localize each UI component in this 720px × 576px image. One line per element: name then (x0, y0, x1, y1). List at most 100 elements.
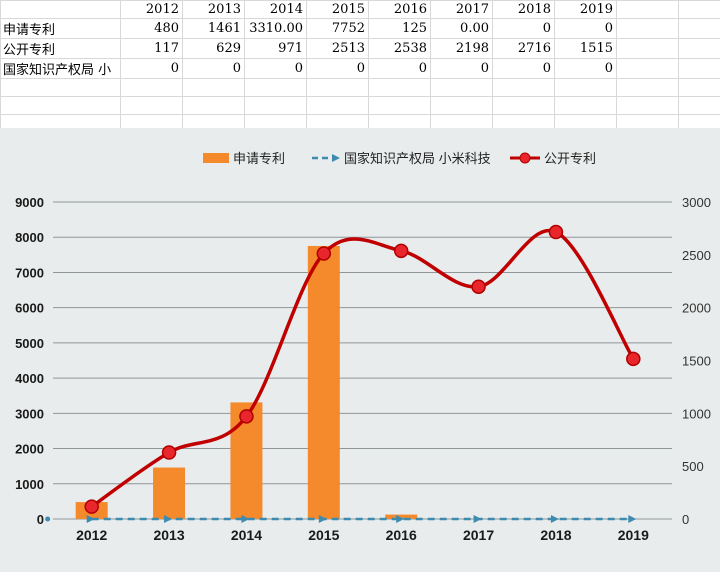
empty-cell[interactable] (431, 97, 493, 115)
left-tick-label: 5000 (15, 336, 44, 351)
value-cell[interactable]: 629 (183, 39, 245, 59)
empty-cell[interactable] (679, 1, 720, 19)
empty-cell[interactable] (555, 79, 617, 97)
empty-cell[interactable] (431, 79, 493, 97)
value-cell[interactable]: 2716 (493, 39, 555, 59)
value-cell[interactable]: 0 (369, 59, 431, 79)
empty-cell[interactable] (245, 97, 307, 115)
value-cell[interactable]: 0 (555, 19, 617, 39)
row-label-cell[interactable]: 国家知识产权局 小 (1, 59, 121, 79)
gridlines (53, 202, 672, 519)
value-cell[interactable]: 0 (121, 59, 183, 79)
empty-cell[interactable] (679, 19, 720, 39)
value-cell[interactable]: 0 (431, 59, 493, 79)
empty-cell[interactable] (369, 97, 431, 115)
empty-cell[interactable] (679, 39, 720, 59)
left-tick-label: 1000 (15, 477, 44, 492)
right-tick-label: 0 (682, 512, 689, 527)
value-cell[interactable]: 0 (183, 59, 245, 79)
year-header-cell[interactable]: 2017 (431, 1, 493, 19)
value-cell[interactable]: 1461 (183, 19, 245, 39)
empty-cell[interactable] (121, 97, 183, 115)
value-cell[interactable]: 2198 (431, 39, 493, 59)
empty-cell[interactable] (183, 79, 245, 97)
right-tick-label: 1500 (682, 354, 711, 369)
empty-row (1, 97, 720, 115)
year-header-cell[interactable]: 2019 (555, 1, 617, 19)
value-cell[interactable]: 3310.00 (245, 19, 307, 39)
value-cell[interactable]: 125 (369, 19, 431, 39)
empty-cell[interactable] (679, 79, 720, 97)
right-tick-label: 500 (682, 459, 704, 474)
value-cell[interactable]: 0 (245, 59, 307, 79)
year-header-cell[interactable]: 2012 (121, 1, 183, 19)
year-header-cell[interactable]: 2014 (245, 1, 307, 19)
value-cell[interactable]: 117 (121, 39, 183, 59)
right-tick-label: 3000 (682, 195, 711, 210)
value-cell[interactable]: 2538 (369, 39, 431, 59)
value-cell[interactable]: 0 (555, 59, 617, 79)
line-marker (395, 244, 408, 257)
empty-row (1, 79, 720, 97)
year-header-cell[interactable]: 2016 (369, 1, 431, 19)
left-tick-label: 9000 (15, 195, 44, 210)
empty-cell[interactable] (679, 97, 720, 115)
value-cell[interactable]: 0 (493, 19, 555, 39)
empty-cell[interactable] (183, 97, 245, 115)
legend-bar-swatch (203, 153, 229, 163)
value-cell[interactable]: 971 (245, 39, 307, 59)
empty-cell[interactable] (617, 1, 679, 19)
value-cell[interactable]: 7752 (307, 19, 369, 39)
year-header-cell[interactable]: 2013 (183, 1, 245, 19)
value-cell[interactable]: 2513 (307, 39, 369, 59)
empty-cell[interactable] (617, 59, 679, 79)
line-marker (472, 280, 485, 293)
empty-cell[interactable] (493, 79, 555, 97)
header-corner-cell[interactable] (1, 1, 121, 19)
row-label-cell[interactable]: 公开专利 (1, 39, 121, 59)
left-tick-label: 3000 (15, 406, 44, 421)
legend-label: 公开专利 (544, 151, 596, 166)
year-header-cell[interactable]: 2015 (307, 1, 369, 19)
empty-cell[interactable] (245, 79, 307, 97)
empty-cell[interactable] (617, 79, 679, 97)
empty-cell[interactable] (617, 97, 679, 115)
smooth-line (92, 230, 634, 506)
empty-cell[interactable] (1, 79, 121, 97)
x-tick-label: 2016 (386, 527, 417, 543)
line-arrow-marker (551, 515, 559, 523)
value-cell[interactable]: 480 (121, 19, 183, 39)
year-header-cell[interactable]: 2018 (493, 1, 555, 19)
empty-cell[interactable] (307, 97, 369, 115)
empty-cell[interactable] (555, 97, 617, 115)
empty-cell[interactable] (1, 97, 121, 115)
empty-cell[interactable] (617, 39, 679, 59)
value-cell[interactable]: 0.00 (431, 19, 493, 39)
line-marker (85, 500, 98, 513)
empty-cell[interactable] (369, 79, 431, 97)
empty-cell[interactable] (121, 79, 183, 97)
empty-cell[interactable] (617, 19, 679, 39)
empty-cell[interactable] (493, 97, 555, 115)
empty-cell[interactable] (679, 59, 720, 79)
legend: 申请专利国家知识产权局 小米科技公开专利 (203, 151, 596, 166)
value-cell[interactable]: 0 (493, 59, 555, 79)
bar-series (76, 246, 418, 519)
x-tick-label: 2012 (76, 527, 107, 543)
line-marker (163, 446, 176, 459)
left-tick-label: 6000 (15, 301, 44, 316)
left-tick-label: 2000 (15, 442, 44, 457)
legend-label: 国家知识产权局 小米科技 (344, 151, 491, 166)
row-label-cell[interactable]: 申请专利 (1, 19, 121, 39)
left-tick-label: 4000 (15, 371, 44, 386)
left-tick-label: 0 (37, 512, 44, 527)
value-cell[interactable]: 0 (307, 59, 369, 79)
value-cell[interactable]: 1515 (555, 39, 617, 59)
combo-chart: 申请专利国家知识产权局 小米科技公开专利 0100020003000400050… (0, 128, 720, 572)
empty-cell[interactable] (307, 79, 369, 97)
